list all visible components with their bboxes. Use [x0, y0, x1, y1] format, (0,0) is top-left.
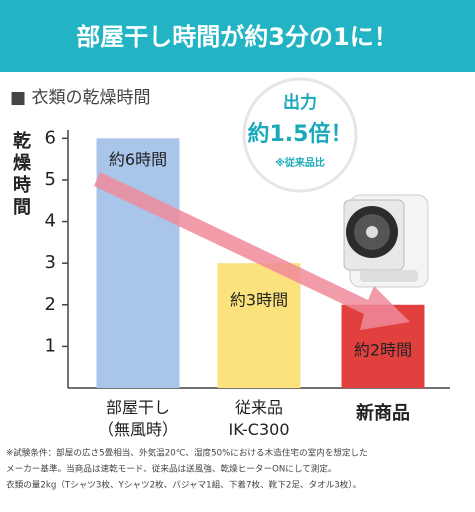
y-tick-label: 3 [45, 252, 56, 273]
trend-arrow [94, 172, 410, 330]
value-label: 約3時間 [230, 291, 288, 310]
x-tick-label: 部屋干し（無風時） [98, 398, 178, 439]
badge [242, 77, 358, 193]
y-tick-label: 1 [45, 335, 56, 356]
chart-title: ■ 衣類の乾燥時間 [10, 88, 150, 108]
banner-bg [0, 0, 475, 72]
badge-line1: 出力 [283, 92, 317, 113]
badge-note: ※従来品比 [275, 156, 325, 169]
badge-line2: 約1.5倍！ [248, 121, 353, 147]
x-tick-label: 従来品 IK-C300 [228, 398, 289, 439]
y-tick-label: 5 [45, 169, 56, 190]
footnote-line: メーカー基準。当商品は速乾モード、従来品は送風強、乾燥ヒーターONにして測定。 [6, 463, 337, 475]
value-label: 約2時間 [354, 340, 412, 359]
bar [217, 263, 301, 388]
y-tick-label: 2 [45, 294, 56, 315]
y-tick-label: 6 [45, 127, 56, 148]
product-image [343, 194, 429, 288]
bar [96, 138, 180, 388]
y-axis-label: 乾燥時間 [13, 130, 32, 218]
banner-title: 部屋干し時間が約3分の1に！ [76, 23, 397, 51]
footnote-line: ※試験条件：部屋の広さ5畳相当、外気温20℃、湿度50%における木造住宅の室内を… [6, 447, 368, 459]
y-tick-label: 4 [45, 211, 56, 232]
footnote-line: 衣類の量2kg（Tシャツ3枚、Yシャツ2枚、パジャマ1組、下着7枚、靴下2足、タ… [6, 479, 361, 491]
footnote: ※試験条件：部屋の広さ5畳相当、外気温20℃、湿度50%における木造住宅の室内を… [6, 447, 368, 491]
x-tick-label: 新商品 [356, 402, 410, 424]
value-label: 約6時間 [109, 150, 167, 169]
